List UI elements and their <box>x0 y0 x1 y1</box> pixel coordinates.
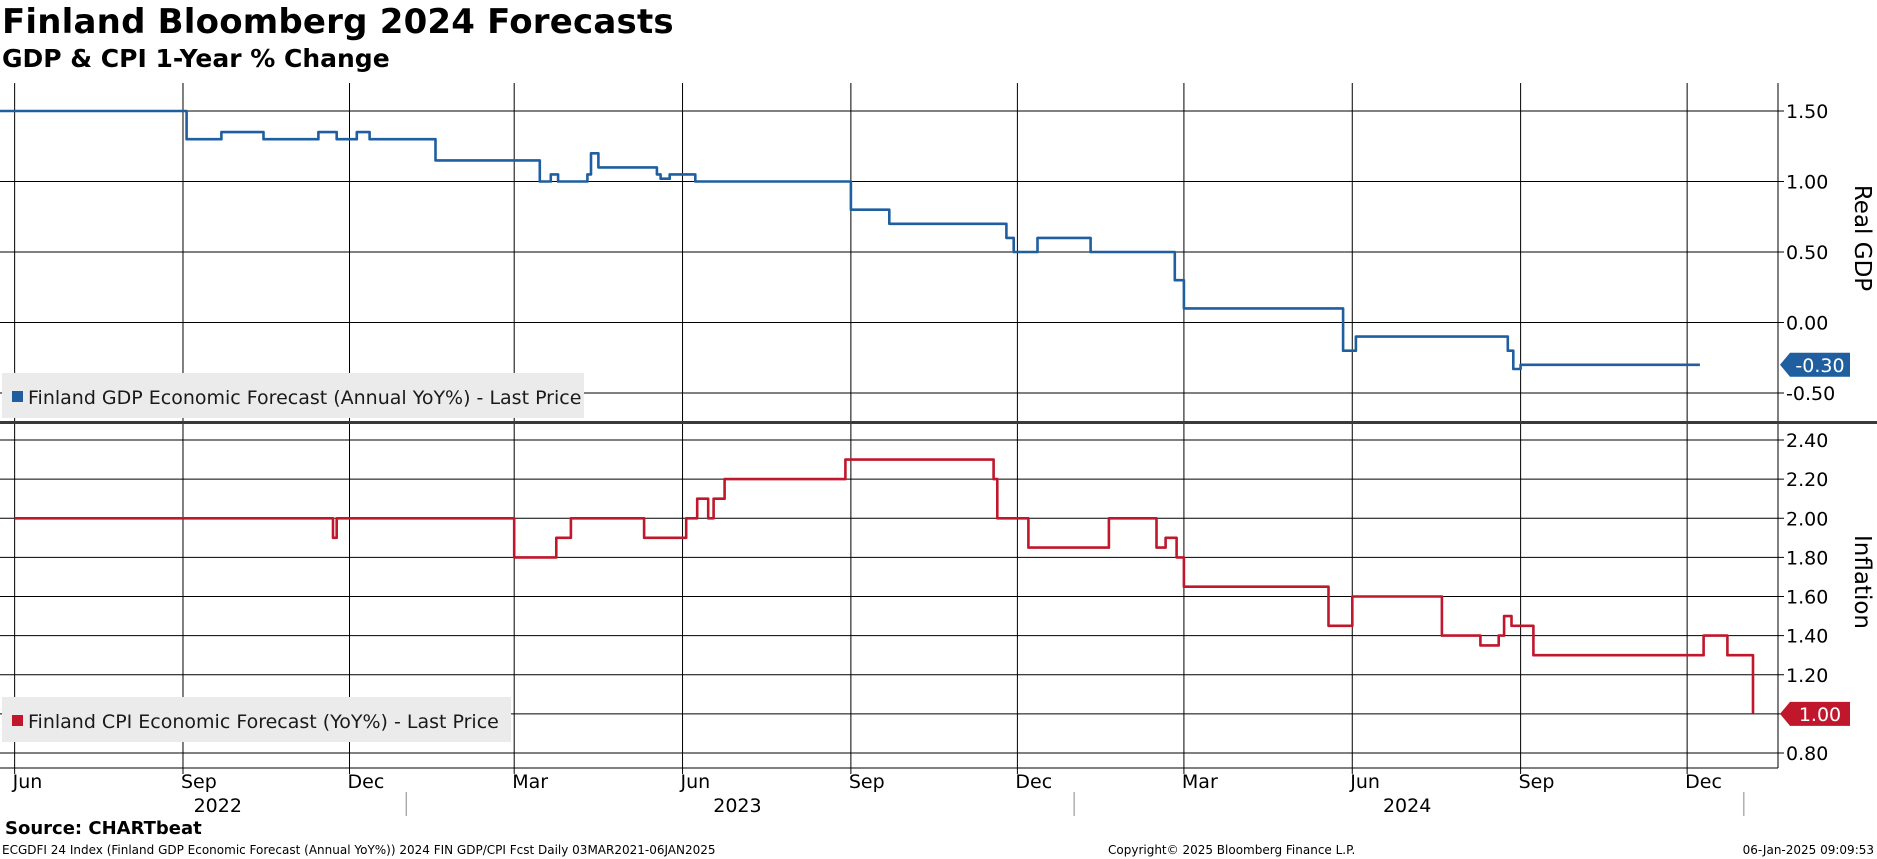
footer-series-info: ECGDFI 24 Index (Finland GDP Economic Fo… <box>2 843 716 857</box>
gdp-y-tick-label: 0.00 <box>1786 313 1828 335</box>
cpi-y-tick-label: 2.20 <box>1786 469 1828 491</box>
cpi-y-tick-label: 1.60 <box>1786 587 1828 609</box>
gdp-last-value-badge <box>1780 352 1850 377</box>
gdp-y-tick-label: 1.00 <box>1786 172 1828 194</box>
x-month-label: Sep <box>849 771 885 793</box>
cpi-legend-swatch <box>12 715 23 726</box>
panel-divider <box>0 421 1877 424</box>
cpi-y-tick-label: 2.40 <box>1786 430 1828 452</box>
gdp-legend-box <box>2 373 584 418</box>
gdp-series-line <box>0 109 1700 371</box>
cpi-y-tick-label: 2.00 <box>1786 508 1828 530</box>
x-month-label: Sep <box>181 771 217 793</box>
x-month-label: Dec <box>1685 771 1722 793</box>
cpi-legend-box <box>2 697 511 742</box>
footer-timestamp: 06-Jan-2025 09:09:53 <box>1742 843 1874 857</box>
gdp-y-tick-label: 0.50 <box>1786 242 1828 264</box>
cpi-legend-label: Finland CPI Economic Forecast (YoY%) - L… <box>28 711 499 733</box>
x-month-label: Mar <box>1182 771 1218 793</box>
x-month-label: Dec <box>348 771 385 793</box>
gdp-legend-label: Finland GDP Economic Forecast (Annual Yo… <box>28 387 581 409</box>
cpi-y-tick-label: 1.40 <box>1786 626 1828 648</box>
source-note: Source: CHARTbeat <box>5 818 202 839</box>
x-year-label: 2023 <box>713 795 761 817</box>
cpi-y-tick-label: 0.80 <box>1786 743 1828 765</box>
chart-subtitle: GDP & CPI 1-Year % Change <box>2 44 390 73</box>
cpi-y-tick-label: 1.20 <box>1786 665 1828 687</box>
cpi-last-value-badge <box>1780 701 1850 726</box>
cpi-y-tick-label: 1.80 <box>1786 547 1828 569</box>
cpi-series-line <box>14 458 1755 714</box>
x-year-label: 2024 <box>1383 795 1431 817</box>
gdp-y-tick-label: 1.50 <box>1786 101 1828 123</box>
cpi-last-value-label: 1.00 <box>1799 704 1841 726</box>
x-month-label: Jun <box>12 771 43 793</box>
chart-title: Finland Bloomberg 2024 Forecasts <box>2 2 674 42</box>
x-year-label: 2022 <box>194 795 242 817</box>
x-month-label: Jun <box>680 771 711 793</box>
gdp-y-axis-title: Real GDP <box>1849 185 1875 291</box>
x-month-label: Mar <box>512 771 548 793</box>
gdp-y-tick-label: -0.50 <box>1786 383 1835 405</box>
cpi-y-axis-title: Inflation <box>1849 535 1875 629</box>
gdp-legend-swatch <box>12 391 23 402</box>
x-month-label: Jun <box>1349 771 1380 793</box>
footer-copyright: Copyright© 2025 Bloomberg Finance L.P. <box>1108 843 1356 857</box>
x-month-label: Sep <box>1519 771 1555 793</box>
x-month-label: Dec <box>1015 771 1052 793</box>
gdp-last-value-label: -0.30 <box>1795 355 1844 377</box>
